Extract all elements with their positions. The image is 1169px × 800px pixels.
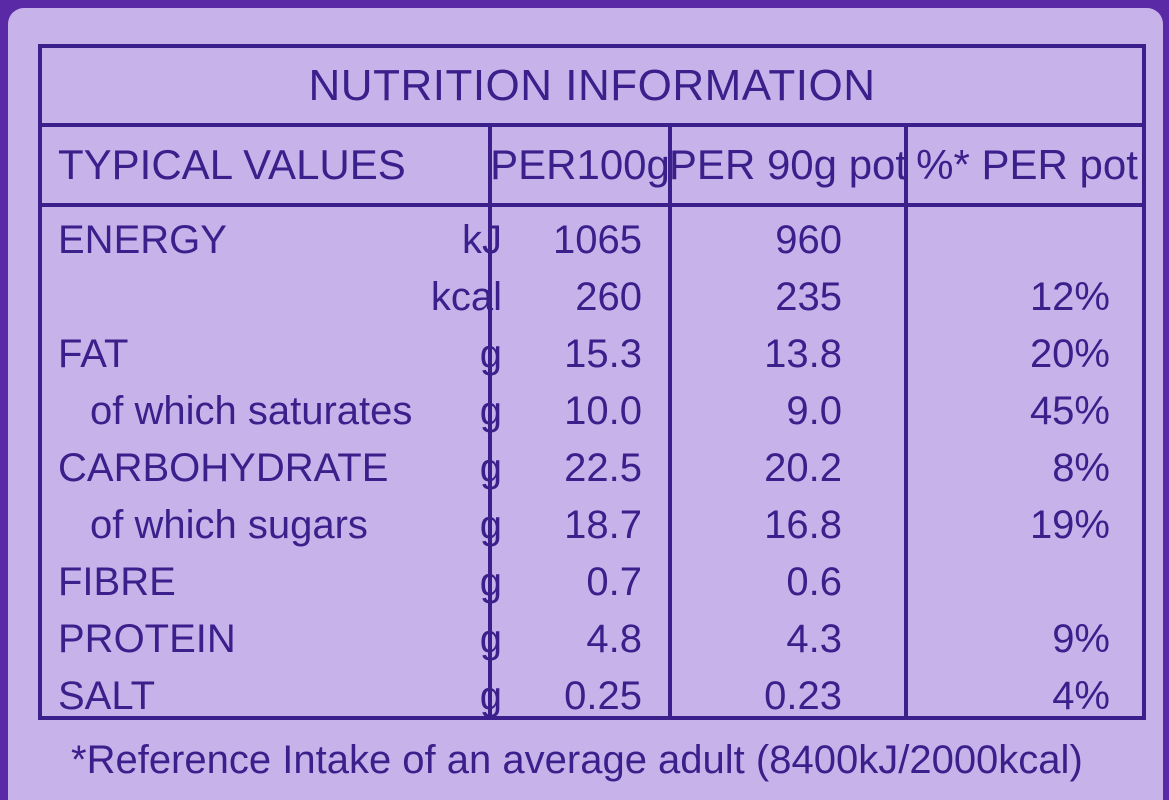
table-title: NUTRITION INFORMATION <box>42 48 1142 127</box>
row-value-salt-per-100g: 0.25 <box>564 674 642 718</box>
row-value-energy-kcal-percent: 12% <box>1029 275 1110 319</box>
row-value-fat-per-pot: 13.8 <box>764 332 842 376</box>
row-unit-fibre: g <box>479 560 502 604</box>
row-value-energy-kcal-per-100g: 260 <box>575 275 642 319</box>
row-unit-sugars: g <box>479 503 502 547</box>
row-value-saturates-per-pot: 9.0 <box>786 389 842 433</box>
header-typical-values: TYPICAL VALUES <box>58 141 406 188</box>
row-value-protein-per-100g: 4.8 <box>586 617 642 661</box>
row-value-fat-percent: 20% <box>1029 332 1110 376</box>
row-value-protein-percent: 9% <box>1052 617 1110 661</box>
row-label-sugars: of which sugars <box>90 503 368 547</box>
nutrition-table: NUTRITION INFORMATION TYPICAL VALUES PER… <box>38 44 1146 720</box>
row-label-fat: FAT <box>58 332 129 376</box>
nutrition-label-panel: NUTRITION INFORMATION TYPICAL VALUES PER… <box>8 8 1163 800</box>
row-value-fat-per-100g: 15.3 <box>564 332 642 376</box>
row-label-salt: SALT <box>58 674 156 718</box>
row-value-salt-per-pot: 0.23 <box>764 674 842 718</box>
header-per-90g-pot: PER 90g pot <box>668 141 908 188</box>
row-value-sugars-percent: 19% <box>1029 503 1110 547</box>
row-value-saturates-percent: 45% <box>1029 389 1110 433</box>
row-unit-fat: g <box>479 332 502 376</box>
row-unit-energy-kcal: kcal <box>430 275 502 319</box>
row-value-energy-kj-per-100g: 1065 <box>553 218 642 262</box>
column-divider-3 <box>904 127 908 720</box>
header-divider <box>42 203 1142 207</box>
row-unit-saturates: g <box>479 389 502 433</box>
row-label-fibre: FIBRE <box>58 560 176 604</box>
row-unit-carbohydrate: g <box>479 446 502 490</box>
row-label-protein: PROTEIN <box>58 617 236 661</box>
row-label-energy: ENERGY <box>58 218 227 262</box>
row-unit-salt: g <box>479 674 502 718</box>
column-divider-1 <box>488 127 492 720</box>
row-value-energy-kcal-per-pot: 235 <box>775 275 842 319</box>
row-value-protein-per-pot: 4.3 <box>786 617 842 661</box>
row-value-saturates-per-100g: 10.0 <box>564 389 642 433</box>
row-unit-energy-kj: kJ <box>462 218 502 262</box>
row-value-carbohydrate-per-pot: 20.2 <box>764 446 842 490</box>
reference-intake-footnote: *Reference Intake of an average adult (8… <box>71 738 1083 782</box>
header-percent-per-pot: %* PER pot <box>916 141 1138 188</box>
row-value-carbohydrate-per-100g: 22.5 <box>564 446 642 490</box>
column-divider-2 <box>668 127 672 720</box>
row-unit-protein: g <box>479 617 502 661</box>
header-per-100g: PER100g <box>490 141 670 188</box>
row-value-fibre-per-pot: 0.6 <box>786 560 842 604</box>
row-label-carbohydrate: CARBOHYDRATE <box>58 446 389 490</box>
row-value-sugars-per-100g: 18.7 <box>564 503 642 547</box>
row-value-salt-percent: 4% <box>1052 674 1110 718</box>
row-value-fibre-per-100g: 0.7 <box>586 560 642 604</box>
row-value-energy-kj-per-pot: 960 <box>775 218 842 262</box>
row-label-saturates: of which saturates <box>90 389 413 433</box>
row-value-carbohydrate-percent: 8% <box>1052 446 1110 490</box>
row-value-sugars-per-pot: 16.8 <box>764 503 842 547</box>
